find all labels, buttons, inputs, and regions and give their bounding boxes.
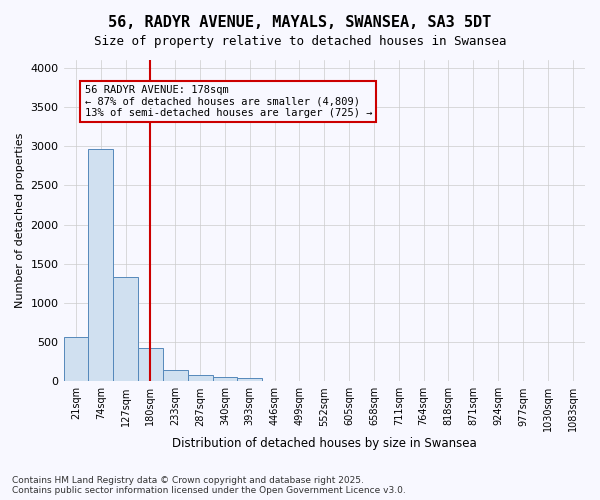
Bar: [64, 338, 88, 382]
Bar: [238, 378, 262, 382]
Text: Contains HM Land Registry data © Crown copyright and database right 2025.
Contai: Contains HM Land Registry data © Crown c…: [12, 476, 406, 495]
Text: Size of property relative to detached houses in Swansea: Size of property relative to detached ho…: [94, 35, 506, 48]
Bar: [188, 374, 212, 382]
Bar: [138, 348, 163, 382]
Y-axis label: Number of detached properties: Number of detached properties: [15, 133, 25, 308]
Bar: [212, 377, 238, 382]
Bar: [113, 277, 138, 382]
X-axis label: Distribution of detached houses by size in Swansea: Distribution of detached houses by size …: [172, 437, 476, 450]
Bar: [88, 148, 113, 382]
Text: 56, RADYR AVENUE, MAYALS, SWANSEA, SA3 5DT: 56, RADYR AVENUE, MAYALS, SWANSEA, SA3 5…: [109, 15, 491, 30]
Bar: [163, 370, 188, 382]
Text: 56 RADYR AVENUE: 178sqm
← 87% of detached houses are smaller (4,809)
13% of semi: 56 RADYR AVENUE: 178sqm ← 87% of detache…: [85, 85, 372, 118]
